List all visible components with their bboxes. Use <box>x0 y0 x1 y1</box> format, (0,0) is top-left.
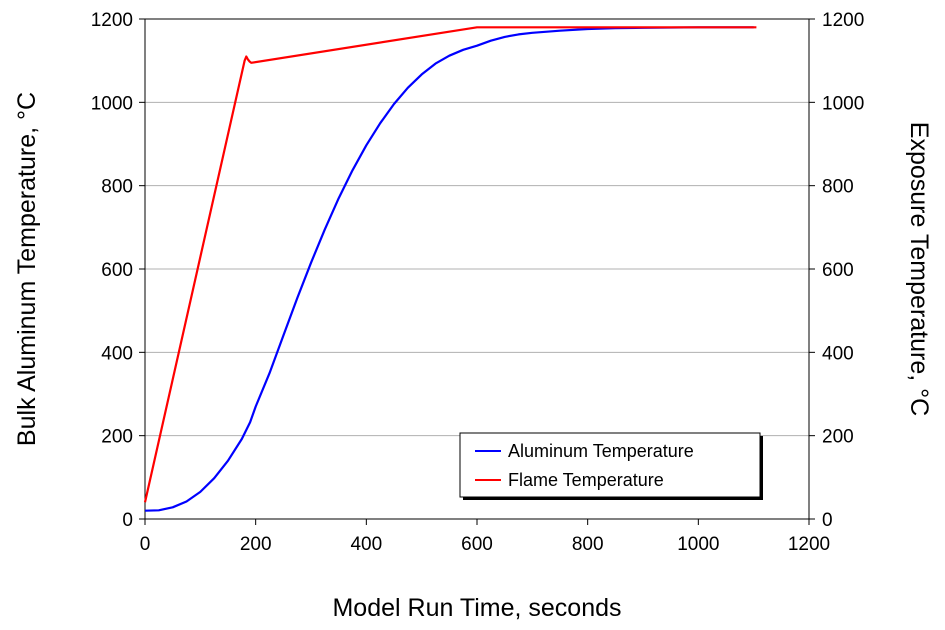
left-y-tick-label: 1200 <box>91 10 133 31</box>
legend-label-aluminum: Aluminum Temperature <box>508 441 694 461</box>
x-tick-label: 600 <box>461 534 493 555</box>
x-tick-label: 0 <box>140 534 151 555</box>
right-y-tick-label: 1200 <box>822 10 864 31</box>
left-y-axis-title: Bulk Aluminum Temperature, °C <box>13 92 41 446</box>
x-tick-label: 200 <box>240 534 272 555</box>
right-y-tick-label: 200 <box>822 427 854 448</box>
right-y-tick-label: 600 <box>822 260 854 281</box>
legend: Aluminum Temperature Flame Temperature <box>459 432 763 500</box>
right-y-tick-label: 800 <box>822 177 854 198</box>
x-tick-label: 400 <box>350 534 382 555</box>
x-tick-label: 800 <box>572 534 604 555</box>
x-tick-label: 1000 <box>677 534 719 555</box>
legend-box <box>459 432 761 498</box>
x-tick-label: 1200 <box>788 534 830 555</box>
right-y-axis-title: Exposure Temperature, °C <box>905 122 933 416</box>
x-axis-title: Model Run Time, seconds <box>332 594 621 622</box>
left-y-tick-label: 400 <box>101 343 133 364</box>
right-y-tick-label: 1000 <box>822 93 864 114</box>
left-y-tick-label: 200 <box>101 427 133 448</box>
left-y-tick-label: 1000 <box>91 93 133 114</box>
right-y-tick-label: 0 <box>822 510 833 531</box>
right-y-tick-label: 400 <box>822 343 854 364</box>
legend-label-flame: Flame Temperature <box>508 470 664 490</box>
left-y-tick-label: 800 <box>101 177 133 198</box>
series-layer <box>143 26 757 512</box>
series-line-aluminum <box>144 26 754 512</box>
axis-ticks: 0 200 400 600 800 1000 1200 0 200 400 600 800 1000 12… <box>91 10 865 555</box>
series-line-flame <box>143 26 757 503</box>
left-y-tick-label: 0 <box>122 510 133 531</box>
left-y-tick-label: 600 <box>101 260 133 281</box>
